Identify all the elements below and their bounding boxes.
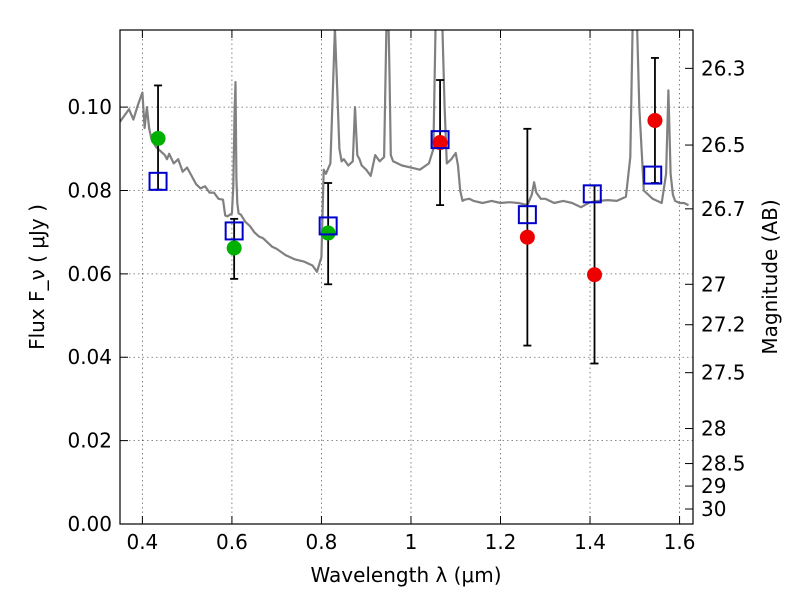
- right-tick-label: 27.2: [701, 313, 746, 337]
- right-tick-label: 30: [701, 497, 726, 521]
- x-tick-label: 1.4: [574, 530, 606, 554]
- data-point: [320, 225, 336, 241]
- x-tick-label: 1.2: [485, 530, 517, 554]
- data-point: [587, 267, 603, 283]
- right-tick-label: 29: [701, 474, 726, 498]
- y-tick-label: 0.02: [67, 429, 112, 453]
- right-tick-label: 26.7: [701, 197, 746, 221]
- y-axis-right-label: Magnitude (AB): [758, 199, 782, 354]
- model-point: [430, 130, 450, 150]
- data-point: [226, 240, 242, 256]
- y-tick-label: 0.06: [67, 262, 112, 286]
- model-point: [148, 171, 168, 191]
- right-tick-label: 26.3: [701, 56, 746, 80]
- data-point: [432, 135, 448, 151]
- model-point: [318, 216, 338, 236]
- right-tick-label: 28.5: [701, 452, 746, 476]
- plot-frame: [119, 29, 694, 525]
- model-point: [582, 184, 602, 204]
- right-tick-label: 27: [701, 272, 726, 296]
- data-point: [519, 229, 535, 245]
- x-tick-label: 1.6: [664, 530, 696, 554]
- right-tick-label: 28: [701, 417, 726, 441]
- y-tick-label: 0.10: [67, 95, 112, 119]
- y-axis-left: 0.00 0.02 0.04 0.06 0.08 0.10: [67, 95, 128, 536]
- x-axis: 0.4 0.6 0.8 1 1.2 1.4 1.6: [126, 30, 695, 554]
- model-point: [224, 221, 244, 241]
- right-tick-label: 27.5: [701, 361, 746, 385]
- y-axis-label: Flux F_ν ( μJy ): [25, 204, 49, 350]
- y-tick-label: 0.08: [67, 178, 112, 202]
- y-tick-label: 0.04: [67, 345, 112, 369]
- data-point: [647, 112, 663, 128]
- x-tick-label: 1: [405, 530, 418, 554]
- x-tick-label: 0.6: [216, 530, 248, 554]
- data-points: [148, 112, 663, 283]
- plot-area: [120, 30, 689, 365]
- model-point: [517, 205, 537, 225]
- model-point: [643, 165, 663, 185]
- y-tick-label: 0.00: [67, 512, 112, 536]
- x-tick-label: 0.8: [306, 530, 338, 554]
- x-axis-label: Wavelength λ (μm): [310, 563, 501, 587]
- model-spectrum-line: [120, 30, 689, 273]
- right-tick-label: 26.5: [701, 133, 746, 157]
- data-point: [150, 130, 166, 146]
- x-tick-label: 0.4: [126, 530, 158, 554]
